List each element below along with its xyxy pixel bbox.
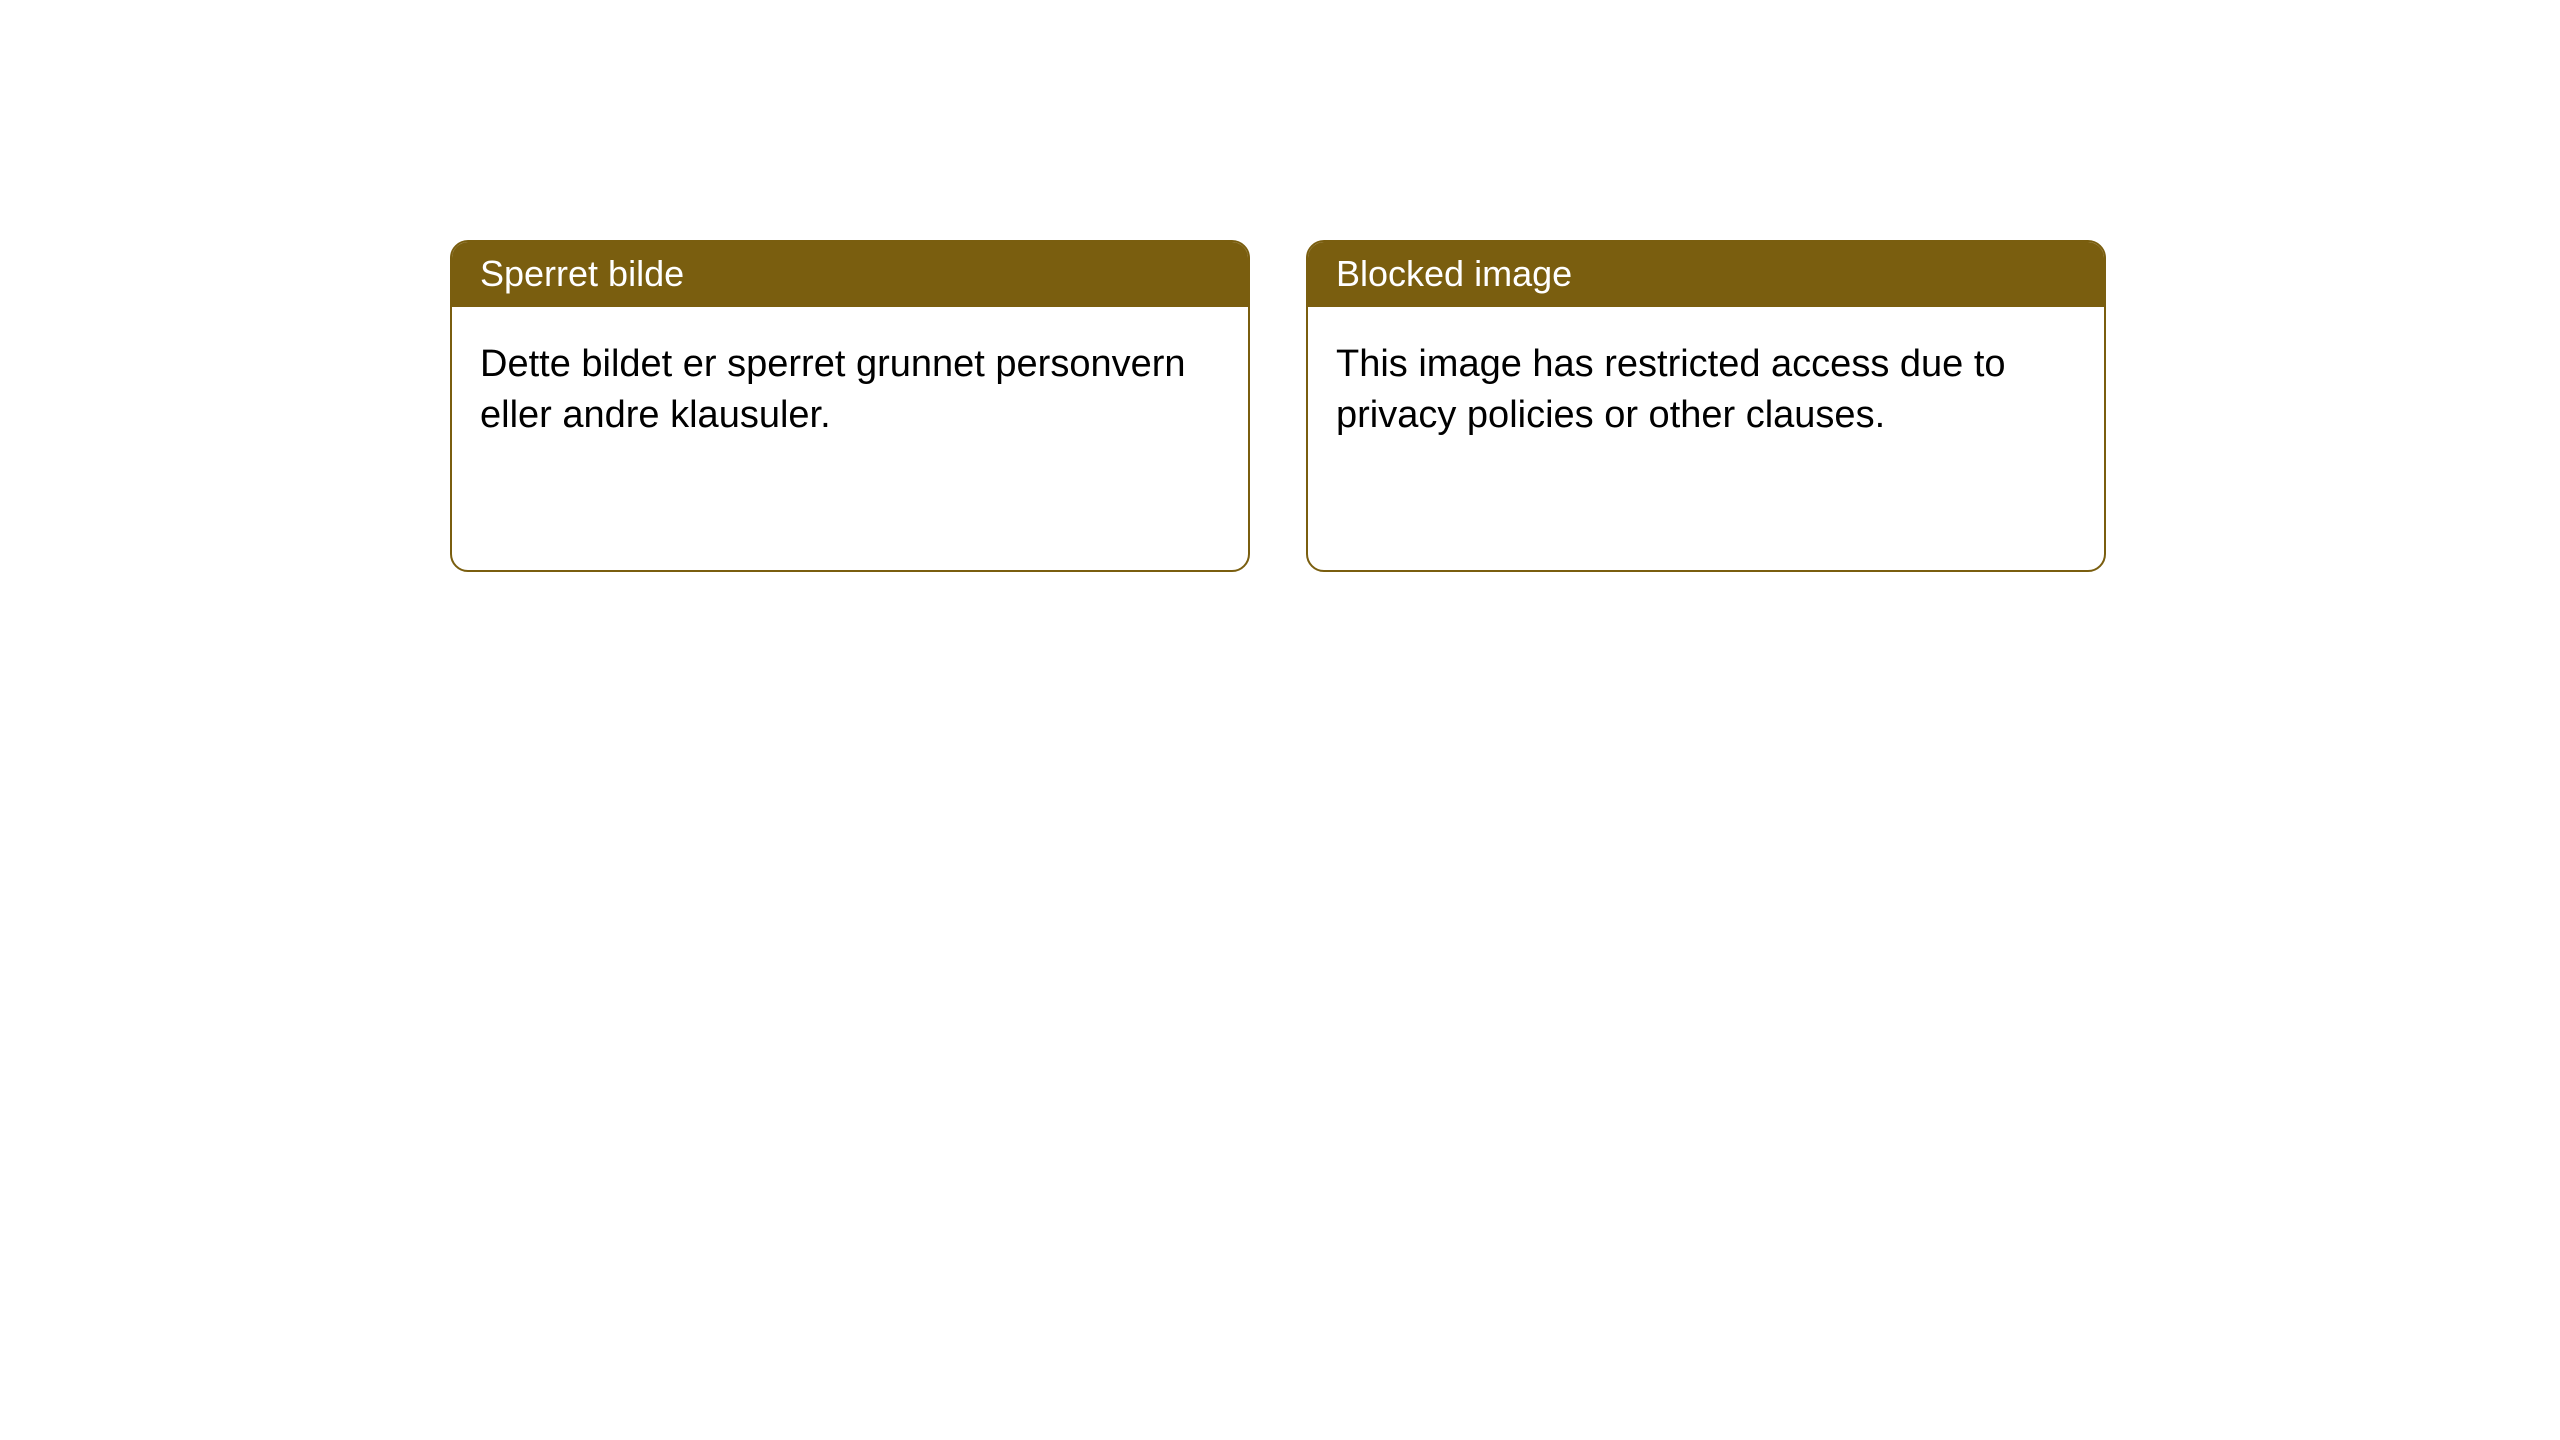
notice-card-no: Sperret bilde Dette bildet er sperret gr… [450, 240, 1250, 572]
notice-container: Sperret bilde Dette bildet er sperret gr… [0, 0, 2560, 572]
notice-card-body: Dette bildet er sperret grunnet personve… [452, 307, 1248, 470]
notice-card-en: Blocked image This image has restricted … [1306, 240, 2106, 572]
notice-card-title: Sperret bilde [452, 242, 1248, 307]
notice-card-body: This image has restricted access due to … [1308, 307, 2104, 470]
notice-card-title: Blocked image [1308, 242, 2104, 307]
